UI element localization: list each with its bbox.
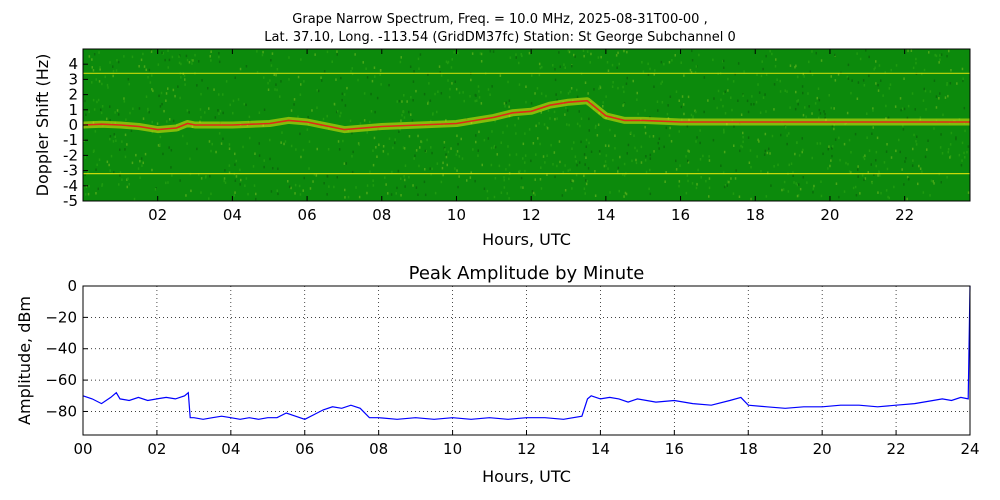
amplitude-plot: 00 02 04 06 08 10 12 14 16 18 20 22 24 0 −20 −40 −60 −80 P… <box>15 263 980 486</box>
amplitude-x-tick-label: 18 <box>739 440 758 458</box>
spectrogram-y-tick-label: 1 <box>68 101 78 119</box>
spectrogram-y-tick-label: -5 <box>63 192 78 210</box>
spectrogram-x-tick-label: 08 <box>372 206 391 224</box>
amplitude-x-tick-label: 22 <box>887 440 906 458</box>
amplitude-y-tick-label: −40 <box>45 340 77 358</box>
amplitude-x-axis-label: Hours, UTC <box>482 467 571 486</box>
amplitude-y-tick-label: −80 <box>45 402 77 420</box>
amplitude-y-axis-label: Amplitude, dBm <box>15 296 34 425</box>
doppler-spectrogram: 02 04 06 08 10 12 14 16 18 20 2243210-1-2-3-4-5Hou… <box>33 48 971 249</box>
amplitude-x-tick-label: 06 <box>295 440 314 458</box>
spectrogram-x-tick-label: 16 <box>671 206 690 224</box>
spectrogram-y-tick-label: 0 <box>68 116 78 134</box>
spectrogram-x-tick-label: 06 <box>298 206 317 224</box>
spectrogram-x-axis-label: Hours, UTC <box>482 230 571 249</box>
spectrogram-y-tick-label: -1 <box>63 131 78 149</box>
spectrogram-y-tick-label: -2 <box>63 146 78 164</box>
amplitude-series-0 <box>82 285 971 420</box>
amplitude-x-tick-label: 04 <box>221 440 240 458</box>
amplitude-x-tick-label: 00 <box>73 440 92 458</box>
spectrogram-x-tick-label: 22 <box>895 206 914 224</box>
spectrogram-x-tick-label: 12 <box>522 206 541 224</box>
amplitude-x-tick-label: 20 <box>813 440 832 458</box>
amplitude-x-tick-label: 24 <box>960 440 979 458</box>
amplitude-x-tick-label: 12 <box>517 440 536 458</box>
amplitude-x-tick-label: 08 <box>369 440 388 458</box>
amplitude-y-tick-label: 0 <box>67 277 77 295</box>
spectrogram-y-tick-label: 3 <box>68 70 78 88</box>
amplitude-chart-title: Peak Amplitude by Minute <box>409 263 645 284</box>
figure-title-line-2: Lat. 37.10, Long. -113.54 (GridDM37fc) S… <box>264 30 736 45</box>
spectrogram-noise <box>83 49 970 201</box>
figure-title-line-1: Grape Narrow Spectrum, Freq. = 10.0 MHz,… <box>292 12 708 27</box>
spectrogram-x-tick-label: 10 <box>447 206 466 224</box>
amplitude-background <box>83 286 970 435</box>
amplitude-x-tick-label: 10 <box>443 440 462 458</box>
spectrogram-x-tick-label: 04 <box>223 206 242 224</box>
spectrogram-y-tick-label: -3 <box>63 162 78 180</box>
amplitude-x-tick-label: 14 <box>591 440 610 458</box>
spectrogram-x-tick-label: 14 <box>596 206 615 224</box>
spectrogram-y-tick-label: 4 <box>68 55 78 73</box>
spectrogram-y-tick-label: 2 <box>68 86 78 104</box>
amplitude-x-tick-label: 02 <box>147 440 166 458</box>
spectrogram-y-axis-label: Doppler Shift (Hz) <box>33 54 52 197</box>
spectrogram-x-tick-label: 18 <box>746 206 765 224</box>
spectrogram-x-tick-label: 02 <box>148 206 167 224</box>
spectrogram-y-tick-label: -4 <box>63 177 78 195</box>
amplitude-x-tick-label: 16 <box>665 440 684 458</box>
amplitude-y-tick-label: −20 <box>45 308 77 326</box>
carrier-trace <box>82 99 970 131</box>
spectrogram-x-tick-label: 20 <box>820 206 839 224</box>
amplitude-y-tick-label: −60 <box>45 371 77 389</box>
